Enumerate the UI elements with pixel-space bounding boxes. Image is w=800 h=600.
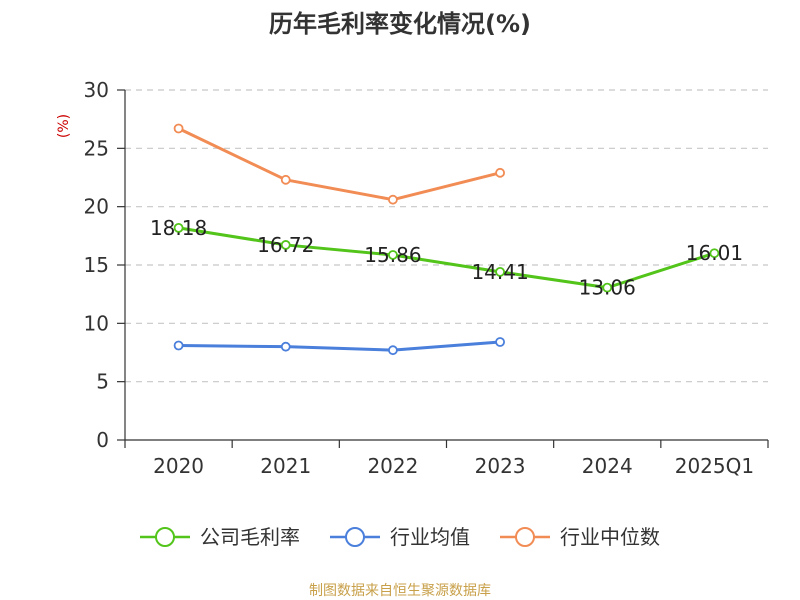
- data-point: [602, 282, 613, 293]
- data-labels: 18.18 16.72 15.86 14.41 13.06 16.01: [150, 216, 743, 300]
- x-tick-label: 2025Q1: [675, 454, 754, 478]
- y-tick-label: 30: [84, 78, 109, 102]
- y-axis-label: (%): [56, 114, 72, 138]
- data-point: [709, 248, 720, 259]
- x-tick-label: 2020: [153, 454, 204, 478]
- axes: 0 5 10 15 20 25 30 2020 2021 2022 2023 2024 2025Q1: [84, 78, 769, 478]
- series-line-0: [178, 226, 715, 290]
- legend: 公司毛利率 行业均值 行业中位数: [140, 525, 660, 549]
- data-point: [173, 123, 184, 134]
- y-tick-label: 10: [84, 311, 109, 335]
- grid-lines: [125, 89, 768, 383]
- data-point: [495, 266, 505, 277]
- legend-label: 行业均值: [390, 525, 470, 549]
- legend-item-1: 行业均值: [330, 525, 470, 549]
- source-note: 制图数据来自恒生聚源数据库: [309, 583, 491, 599]
- y-tick-label: 0: [96, 428, 109, 452]
- x-tick-label: 2024: [582, 454, 633, 478]
- data-point: [280, 174, 291, 185]
- legend-item-0: 公司毛利率: [140, 525, 300, 549]
- series-line-2: [177, 127, 501, 202]
- series-group: [173, 123, 720, 356]
- data-label: 16.72: [257, 233, 314, 257]
- y-tick-label: 5: [96, 370, 109, 394]
- data-label: 16.01: [686, 241, 743, 265]
- chart-title: 历年毛利率变化情况(%): [269, 10, 531, 38]
- legend-item-2: 行业中位数: [500, 525, 660, 549]
- x-tick-label: 2021: [260, 454, 311, 478]
- data-label: 14.41: [471, 260, 528, 284]
- y-tick-label: 25: [84, 136, 109, 160]
- data-point: [173, 340, 184, 351]
- data-point: [388, 194, 398, 205]
- legend-label: 行业中位数: [560, 525, 660, 549]
- legend-marker: [155, 527, 175, 547]
- data-point: [280, 240, 291, 250]
- data-point: [280, 341, 291, 352]
- data-point: [173, 222, 184, 233]
- legend-marker: [345, 527, 365, 547]
- x-tick-label: 2022: [367, 454, 418, 478]
- series-line-1: [178, 340, 501, 352]
- data-point: [388, 345, 398, 356]
- data-label: 18.18: [150, 216, 207, 240]
- data-point: [495, 337, 505, 347]
- data-label: 13.06: [579, 276, 636, 300]
- x-tick-label: 2023: [475, 454, 526, 478]
- y-tick-label: 15: [84, 253, 109, 277]
- y-tick-label: 20: [84, 195, 109, 219]
- legend-label: 公司毛利率: [200, 525, 300, 549]
- data-point: [495, 167, 505, 178]
- data-label: 15.86: [364, 243, 421, 267]
- legend-marker: [515, 527, 535, 547]
- data-point: [388, 250, 398, 260]
